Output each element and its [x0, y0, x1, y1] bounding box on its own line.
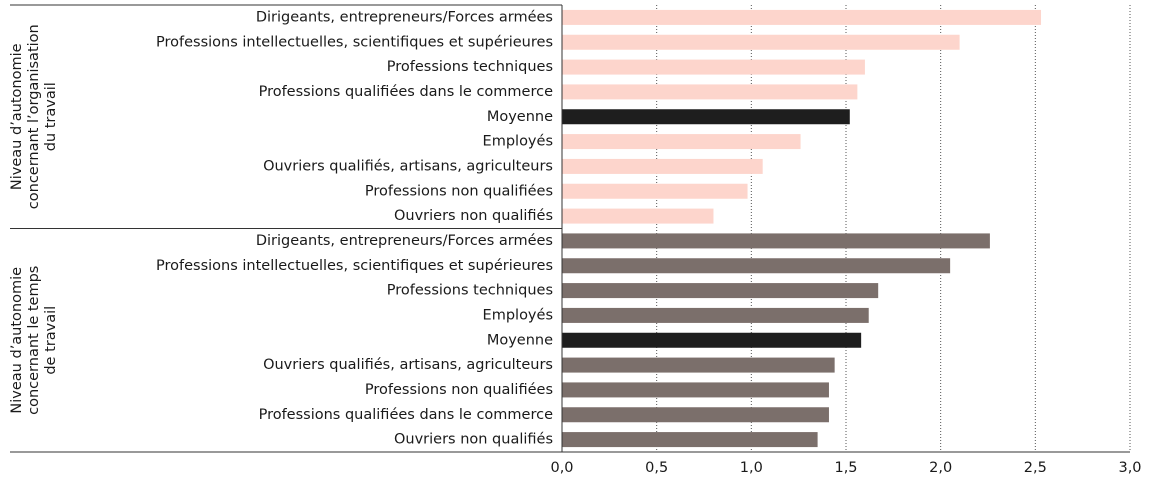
- bar: [562, 34, 960, 50]
- bar: [562, 307, 869, 323]
- y-tick-label: Moyenne: [487, 109, 553, 125]
- bar: [562, 283, 879, 299]
- x-tick-label: 3,0: [1118, 460, 1141, 476]
- bar: [562, 84, 858, 100]
- group-label: du travail: [43, 82, 59, 151]
- y-tick-label: Ouvriers non qualifiés: [394, 432, 553, 448]
- bar: [562, 233, 990, 249]
- y-tick-label: Employés: [483, 134, 553, 150]
- group-label: Niveau d’autonomie: [9, 267, 25, 414]
- y-tick-label: Dirigeants, entrepreneurs/Forces armées: [256, 9, 553, 25]
- bar: [562, 432, 818, 448]
- x-tick-label: 1,0: [740, 460, 763, 476]
- bar: [562, 183, 748, 199]
- bar: [562, 59, 865, 75]
- bar: [562, 134, 801, 150]
- bar: [562, 357, 835, 373]
- group-label: concernant le temps: [26, 266, 42, 415]
- bar: [562, 407, 829, 423]
- x-tick-label: 0,5: [645, 460, 668, 476]
- bar: [562, 332, 862, 348]
- bar: [562, 382, 829, 398]
- y-tick-label: Professions intellectuelles, scientifiqu…: [156, 258, 553, 274]
- group-label: concernant l’organisation: [26, 24, 42, 209]
- y-tick-label: Professions techniques: [387, 59, 553, 75]
- y-tick-label: Professions qualifiées dans le commerce: [259, 407, 553, 423]
- y-tick-label: Professions non qualifiées: [365, 382, 553, 398]
- y-tick-label: Employés: [483, 307, 553, 323]
- y-tick-label: Professions techniques: [387, 283, 553, 299]
- x-tick-label: 2,0: [929, 460, 952, 476]
- x-tick-label: 0,0: [550, 460, 573, 476]
- y-tick-label: Moyenne: [487, 332, 553, 348]
- bar: [562, 158, 763, 174]
- bar: [562, 109, 850, 125]
- y-tick-label: Ouvriers qualifiés, artisans, agriculteu…: [263, 158, 553, 174]
- y-tick-label: Professions intellectuelles, scientifiqu…: [156, 34, 553, 50]
- y-tick-label: Ouvriers qualifiés, artisans, agriculteu…: [263, 357, 553, 373]
- x-tick-label: 1,5: [834, 460, 857, 476]
- y-tick-label: Ouvriers non qualifiés: [394, 208, 553, 224]
- x-tick-label: 2,5: [1024, 460, 1047, 476]
- bar: [562, 258, 951, 274]
- group-label: Niveau d’autonomie: [9, 43, 25, 190]
- bar: [562, 208, 714, 224]
- bar: [562, 9, 1042, 25]
- y-tick-label: Professions qualifiées dans le commerce: [259, 84, 553, 100]
- group-label: de travail: [43, 306, 59, 375]
- y-tick-label: Dirigeants, entrepreneurs/Forces armées: [256, 233, 553, 249]
- y-tick-label: Professions non qualifiées: [365, 183, 553, 199]
